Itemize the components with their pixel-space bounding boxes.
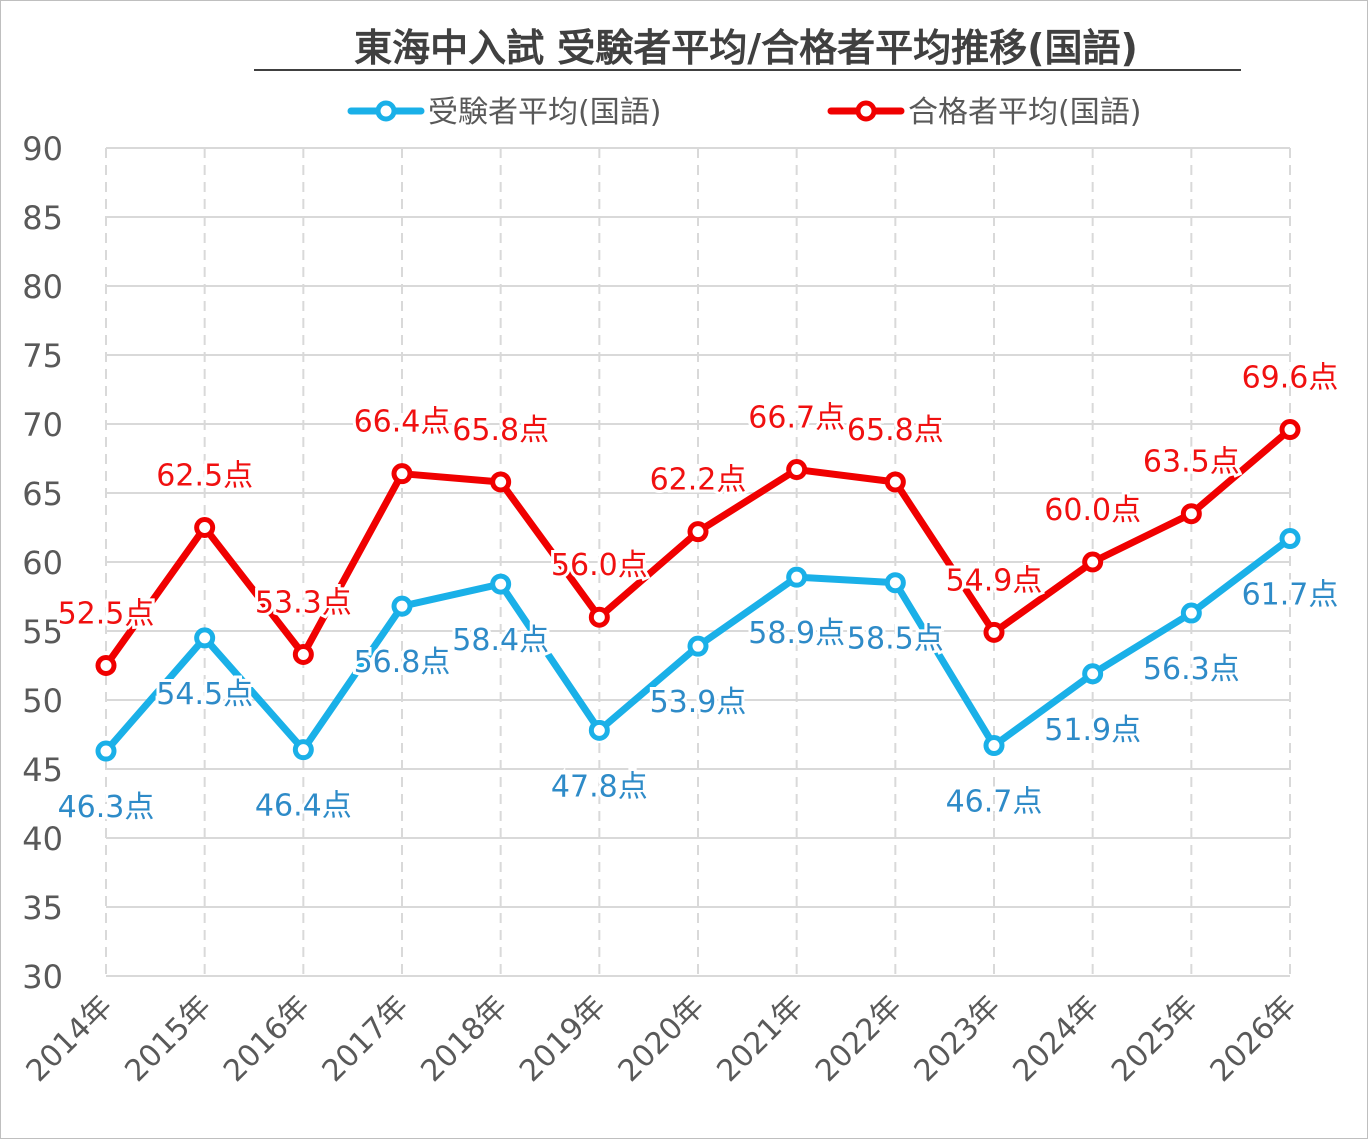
data-point — [194, 517, 216, 538]
x-tick-label: 2024年 — [1006, 989, 1106, 1089]
legend: 受験者平均(国語) 合格者平均(国語) — [347, 95, 1141, 130]
data-point — [391, 595, 413, 617]
data-label: 62.2点 — [650, 463, 747, 498]
legend-marker-icon — [855, 100, 877, 122]
legend-label: 受験者平均(国語) — [428, 95, 661, 130]
data-point — [884, 471, 906, 493]
data-label: 63.5点 — [1143, 445, 1240, 480]
data-point — [687, 521, 709, 543]
data-label: 62.5点 — [156, 459, 253, 494]
data-point — [884, 572, 906, 594]
data-point — [292, 739, 314, 761]
data-label: 66.7点 — [748, 401, 845, 436]
data-point — [1279, 528, 1301, 550]
y-tick-label: 55 — [22, 613, 63, 651]
y-tick-label: 75 — [22, 337, 63, 375]
data-label: 46.4点 — [255, 789, 352, 824]
data-label: 66.4点 — [354, 405, 451, 440]
data-point — [391, 463, 413, 485]
y-tick-label: 50 — [22, 682, 63, 720]
y-tick-label: 35 — [22, 889, 63, 927]
x-tick-label: 2018年 — [414, 989, 514, 1089]
data-point — [1082, 663, 1104, 685]
legend-label: 合格者平均(国語) — [908, 95, 1141, 130]
data-point — [786, 566, 808, 588]
data-label: 58.4点 — [452, 623, 549, 658]
x-tick-label: 2019年 — [513, 989, 613, 1089]
data-point — [983, 621, 1005, 643]
data-point — [95, 655, 117, 676]
data-label: 46.7点 — [946, 785, 1043, 820]
legend-marker-icon — [375, 100, 397, 122]
y-tick-label: 90 — [22, 130, 63, 168]
y-tick-label: 60 — [22, 544, 63, 582]
data-point — [292, 643, 314, 665]
data-label: 51.9点 — [1044, 713, 1141, 748]
data-label: 52.5点 — [58, 597, 155, 632]
data-label: 56.0点 — [551, 548, 648, 583]
chart-title: 東海中入試 受験者平均/合格者平均推移(国語) — [354, 26, 1138, 70]
y-tick-label: 40 — [22, 820, 63, 858]
x-tick-label: 2020年 — [612, 989, 712, 1089]
data-point — [1082, 551, 1104, 573]
data-label: 56.8点 — [354, 645, 451, 680]
legend-item-1: 合格者平均(国語) — [827, 95, 1141, 130]
data-point — [490, 471, 512, 493]
x-tick-label: 2017年 — [316, 989, 416, 1089]
y-tick-label: 45 — [22, 751, 63, 789]
y-axis: 30 35 40 45 50 55 60 65 70 75 80 85 90 — [22, 130, 63, 996]
data-label: 58.5点 — [847, 622, 944, 657]
data-point — [983, 735, 1005, 757]
data-point — [687, 635, 709, 657]
data-label: 58.9点 — [748, 616, 845, 651]
y-tick-label: 85 — [22, 199, 63, 237]
data-label: 54.9点 — [946, 563, 1043, 598]
y-tick-label: 70 — [22, 406, 63, 444]
data-point — [1180, 602, 1202, 624]
data-point — [1279, 419, 1301, 441]
x-tick-label: 2015年 — [118, 989, 218, 1089]
data-point — [1180, 503, 1202, 525]
data-label: 56.3点 — [1143, 652, 1240, 687]
x-tick-label: 2022年 — [809, 989, 909, 1089]
y-tick-label: 30 — [22, 958, 63, 996]
data-point — [588, 606, 610, 628]
data-label: 69.6点 — [1242, 361, 1339, 396]
data-point — [95, 740, 117, 762]
data-label: 65.8点 — [452, 413, 549, 448]
data-label: 53.9点 — [650, 685, 747, 720]
data-point — [588, 719, 610, 741]
data-label: 46.3点 — [58, 790, 155, 825]
x-tick-label: 2026年 — [1204, 989, 1304, 1089]
data-label: 61.7点 — [1242, 578, 1339, 613]
data-label: 65.8点 — [847, 413, 944, 448]
x-tick-label: 2025年 — [1105, 989, 1205, 1089]
data-label: 54.5点 — [156, 677, 253, 712]
data-label: 47.8点 — [551, 769, 648, 804]
x-tick-label: 2014年 — [20, 989, 120, 1089]
data-point — [194, 627, 216, 649]
grid — [105, 147, 1291, 977]
x-tick-label: 2023年 — [908, 989, 1008, 1089]
data-label: 60.0点 — [1044, 493, 1141, 528]
legend-item-0: 受験者平均(国語) — [347, 95, 661, 130]
data-label: 53.3点 — [255, 585, 352, 620]
data-point — [786, 459, 808, 481]
data-point — [490, 573, 512, 595]
x-tick-label: 2021年 — [710, 989, 810, 1089]
x-axis: 2014年2015年2016年2017年2018年2019年2020年2021年… — [20, 989, 1304, 1089]
y-tick-label: 80 — [22, 268, 63, 306]
y-tick-label: 65 — [22, 475, 63, 513]
x-tick-label: 2016年 — [217, 989, 317, 1089]
